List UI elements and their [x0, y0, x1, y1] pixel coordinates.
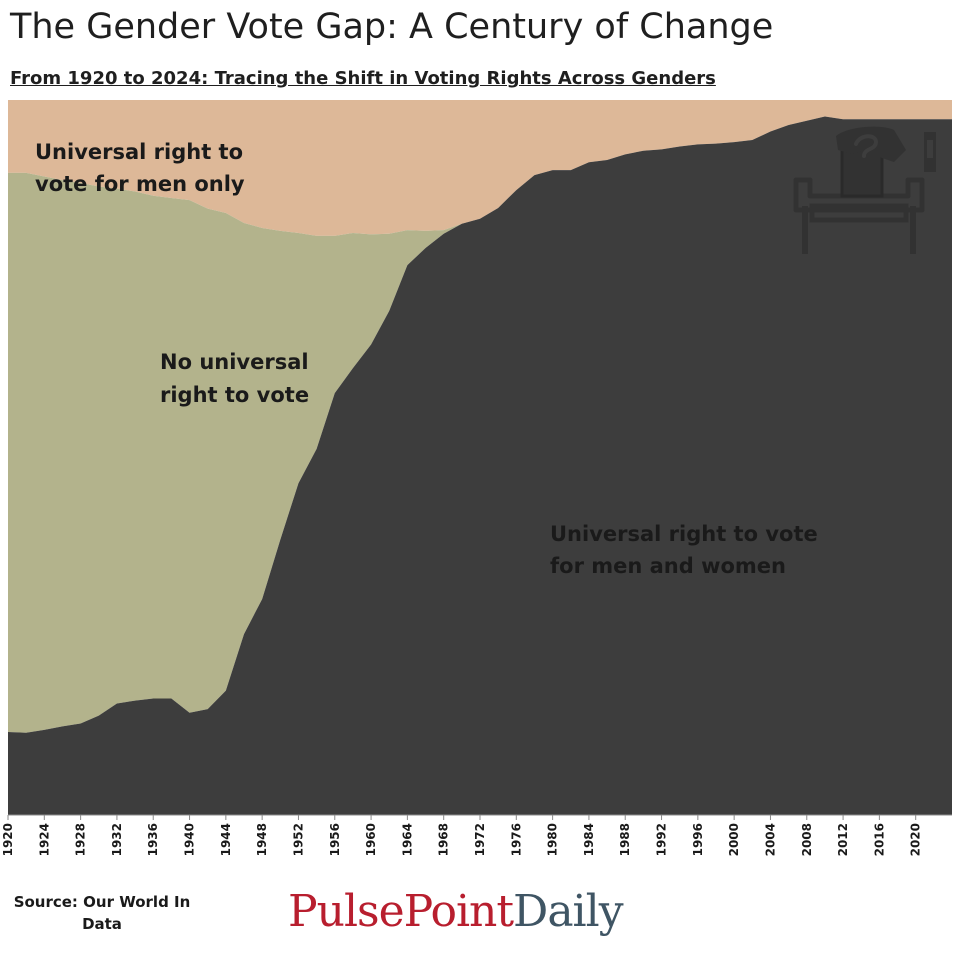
- x-tick-label: 1988: [618, 823, 632, 856]
- x-tick-label: 1968: [437, 823, 451, 856]
- x-tick-label: 2004: [763, 823, 777, 856]
- area-no-universal: [8, 116, 952, 733]
- x-tick-label: 1992: [655, 823, 669, 856]
- x-tick-label: 1952: [291, 823, 305, 856]
- x-tick-label: 2000: [727, 823, 741, 856]
- chart-subtitle: From 1920 to 2024: Tracing the Shift in …: [10, 68, 716, 89]
- x-tick-label: 1936: [146, 823, 160, 856]
- x-tick-label: 1944: [219, 823, 233, 856]
- ballot-box-icon: [793, 126, 936, 254]
- x-tick-label: 1964: [400, 823, 414, 856]
- x-tick-label: 2008: [800, 823, 814, 856]
- x-axis: 1920 1924 1928 1932 1936 1940 1944 1948 1952 1956…: [1, 814, 952, 856]
- label-men-only: Universal right to vote for men only: [35, 140, 250, 196]
- area-men-and-women: [8, 116, 952, 815]
- brand-part-2: Daily: [513, 886, 624, 937]
- x-tick-label: 1956: [328, 823, 342, 856]
- label-no-universal: No universal right to vote: [160, 350, 316, 407]
- chart-title: The Gender Vote Gap: A Century of Change: [10, 7, 774, 47]
- brand-logo: PulsePointDaily: [288, 886, 624, 937]
- x-tick-label: 1928: [74, 823, 88, 856]
- brand-part-1: PulsePoint: [288, 886, 514, 937]
- x-tick-label: 2020: [909, 823, 923, 856]
- x-tick-label: 1996: [691, 823, 705, 856]
- source-note: Source: Our World In Data: [13, 893, 191, 933]
- stacked-areas: [8, 100, 952, 815]
- x-tick-label: 1932: [110, 823, 124, 856]
- x-tick-label: 2012: [836, 823, 850, 856]
- label-men-and-women: Universal right to vote for men and wome…: [550, 522, 825, 578]
- x-tick-label: 1972: [473, 823, 487, 856]
- x-tick-label: 1980: [546, 823, 560, 856]
- x-tick-label: 1976: [509, 823, 523, 856]
- x-tick-label: 1984: [582, 823, 596, 856]
- x-tick-label: 1920: [1, 823, 15, 856]
- area-men-only: [8, 100, 952, 236]
- x-tick-label: 1924: [37, 823, 51, 856]
- x-tick-label: 1940: [183, 823, 197, 856]
- x-tick-label: 1960: [364, 823, 378, 856]
- x-tick-label: 1948: [255, 823, 269, 856]
- x-tick-label: 2016: [872, 823, 886, 856]
